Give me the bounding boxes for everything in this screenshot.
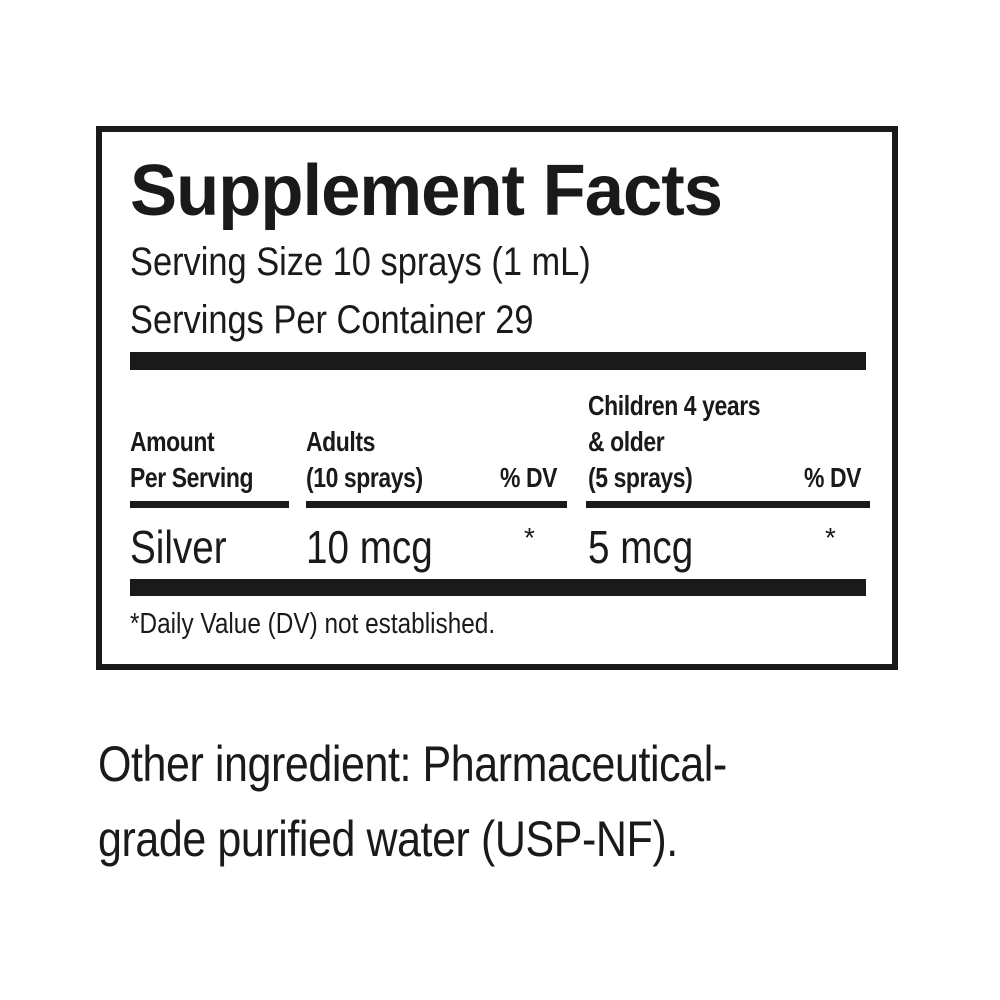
serving-size: Serving Size 10 sprays (1 mL)	[130, 240, 591, 284]
other-ingredients-line2: grade purified water (USP-NF).	[98, 811, 678, 867]
header-children-line1: Children 4 years	[588, 390, 761, 421]
footnote: *Daily Value (DV) not established.	[130, 608, 496, 640]
header-children: Children 4 years & older (5 sprays)	[588, 388, 761, 496]
supplement-facts-panel	[96, 126, 898, 670]
header-divider	[306, 501, 567, 508]
thick-divider	[130, 579, 866, 596]
header-children-line3: (5 sprays)	[588, 462, 693, 493]
panel-title: Supplement Facts	[130, 151, 723, 231]
children-dv: *	[825, 522, 836, 553]
adults-dv: *	[524, 522, 535, 553]
header-amount-line1: Amount	[130, 426, 215, 457]
header-children-dv: % DV	[804, 462, 862, 493]
header-adults-dv: % DV	[500, 462, 558, 493]
header-adults-line2: (10 sprays)	[306, 462, 423, 493]
header-adults-line1: Adults	[306, 426, 375, 457]
children-amount: 5 mcg	[588, 521, 694, 573]
header-divider	[130, 501, 289, 508]
servings-per-container: Servings Per Container 29	[130, 298, 534, 342]
header-amount-line2: Per Serving	[130, 462, 254, 493]
adults-amount: 10 mcg	[306, 521, 433, 573]
header-adults: Adults (10 sprays)	[306, 424, 423, 496]
header-divider	[586, 501, 870, 508]
header-amount: Amount Per Serving	[130, 424, 254, 496]
header-children-line2: & older	[588, 426, 665, 457]
other-ingredients-line1: Other ingredient: Pharmaceutical-	[98, 736, 727, 792]
nutrient-name: Silver	[130, 521, 227, 573]
thick-divider	[130, 352, 866, 370]
